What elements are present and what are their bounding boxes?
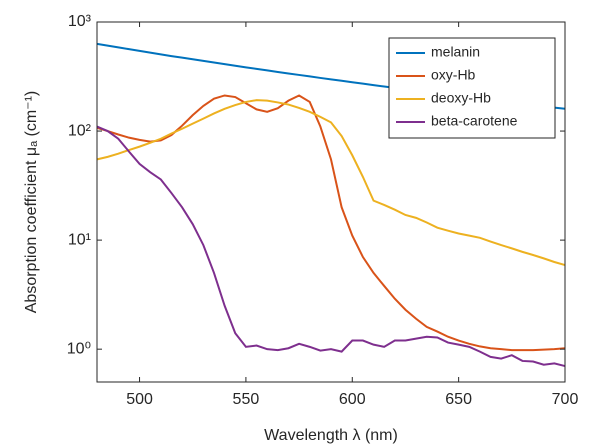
- y-tick-label: 10⁰: [67, 340, 91, 357]
- y-tick-label: 10³: [68, 13, 92, 30]
- legend-label: beta-carotene: [431, 113, 518, 129]
- legend-label: deoxy-Hb: [431, 90, 491, 106]
- x-tick-label: 700: [552, 391, 579, 408]
- x-tick-label: 550: [233, 391, 260, 408]
- x-tick-label: 500: [126, 391, 153, 408]
- y-axis-label: Absorption coefficient μₐ (cm⁻¹): [23, 91, 40, 314]
- x-tick-label: 650: [445, 391, 472, 408]
- legend-label: oxy-Hb: [431, 67, 476, 83]
- x-tick-label: 600: [339, 391, 366, 408]
- y-tick-label: 10¹: [68, 231, 91, 248]
- axes-box: [96, 21, 566, 383]
- y-tick-label: 10²: [68, 122, 92, 139]
- legend-label: melanin: [431, 44, 480, 60]
- data-line: [96, 125, 566, 368]
- x-axis-label: Wavelength λ (nm): [264, 427, 398, 444]
- data-line: [96, 99, 566, 267]
